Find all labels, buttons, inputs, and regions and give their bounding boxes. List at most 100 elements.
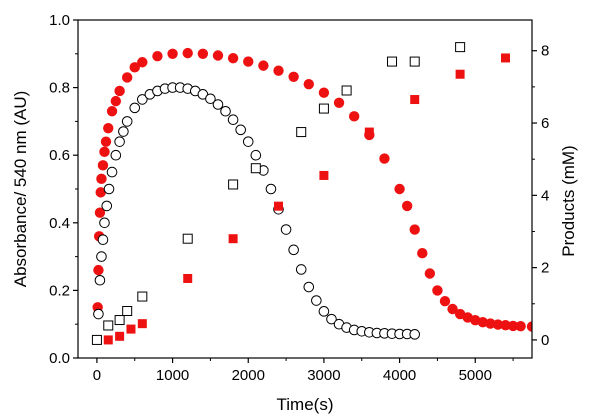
data-point xyxy=(265,183,277,195)
data-point xyxy=(94,274,106,286)
x-tick-label: 5000 xyxy=(459,367,492,384)
data-point xyxy=(364,127,374,137)
data-point xyxy=(288,71,299,82)
data-point xyxy=(182,233,193,244)
y-left-tick-label: 0.6 xyxy=(49,147,70,164)
data-point xyxy=(228,234,238,244)
data-point xyxy=(288,244,299,256)
data-point xyxy=(303,79,314,90)
axis-ticks: 0 1000 2000 3000 4000 5000 0.0 0.2 0.4 0.6 0.8 1.0 0… xyxy=(49,12,549,384)
data-point xyxy=(303,281,315,293)
data-point xyxy=(318,306,330,317)
data-point xyxy=(91,334,102,345)
data-point xyxy=(129,62,140,73)
data-point xyxy=(243,56,254,67)
data-point xyxy=(492,319,504,330)
data-point xyxy=(106,106,118,117)
data-point xyxy=(99,146,110,158)
x-tick-label: 3000 xyxy=(307,367,340,384)
data-point xyxy=(311,295,322,306)
data-point xyxy=(94,207,106,218)
data-point xyxy=(93,264,104,276)
data-point xyxy=(95,187,106,198)
data-point xyxy=(96,251,107,262)
data-point xyxy=(121,72,133,83)
data-point xyxy=(101,200,113,212)
y-left-axis-title: Absorbance/ 540 nm (AU) xyxy=(11,91,30,288)
x-tick-label: 2000 xyxy=(232,367,265,384)
data-point xyxy=(447,303,458,315)
data-point xyxy=(439,296,451,307)
data-point xyxy=(318,103,329,114)
x-tick-label: 0 xyxy=(93,367,101,384)
data-point xyxy=(319,170,329,180)
data-point xyxy=(227,114,239,126)
data-point xyxy=(387,56,398,67)
data-point xyxy=(114,315,125,326)
data-point xyxy=(409,329,421,340)
data-point xyxy=(137,94,148,105)
data-point xyxy=(137,57,148,68)
x-axis-title: Time(s) xyxy=(277,395,334,414)
data-point xyxy=(96,173,107,185)
data-point xyxy=(93,308,104,320)
data-point xyxy=(501,53,511,63)
data-point xyxy=(432,285,443,296)
series-1 xyxy=(93,82,421,340)
data-point xyxy=(250,163,261,174)
data-point xyxy=(500,320,511,331)
data-point xyxy=(379,153,390,164)
y-right-tick-label: 8 xyxy=(541,43,549,60)
data-point xyxy=(103,320,114,331)
data-point xyxy=(110,149,122,161)
data-point xyxy=(182,47,193,59)
data-point xyxy=(274,201,284,211)
data-point xyxy=(126,324,136,334)
data-point xyxy=(114,136,125,147)
data-point xyxy=(394,183,405,195)
data-point xyxy=(455,42,466,53)
data-point xyxy=(250,149,262,161)
data-point xyxy=(220,105,231,117)
data-point xyxy=(326,313,337,325)
data-point xyxy=(235,124,246,136)
data-point xyxy=(167,48,178,59)
y-left-tick-label: 0.0 xyxy=(49,350,70,367)
data-point xyxy=(97,160,109,171)
x-tick-label: 1000 xyxy=(156,367,189,384)
x-tick-label: 4000 xyxy=(383,367,416,384)
data-point xyxy=(122,306,133,317)
data-point xyxy=(129,102,141,114)
data-point xyxy=(273,65,284,76)
data-point xyxy=(103,335,113,345)
y-right-tick-label: 4 xyxy=(541,187,549,204)
data-point xyxy=(296,127,307,138)
data-point xyxy=(97,234,109,245)
data-point xyxy=(100,136,112,147)
y-left-tick-label: 0.8 xyxy=(49,80,70,97)
data-point xyxy=(197,48,209,59)
data-point xyxy=(110,95,122,107)
data-point xyxy=(409,224,420,235)
data-point xyxy=(333,97,345,109)
data-point xyxy=(212,99,224,110)
data-point xyxy=(280,224,292,235)
data-point xyxy=(118,126,129,137)
y-left-tick-label: 0.2 xyxy=(49,282,70,299)
data-point xyxy=(258,60,269,71)
y-right-axis-title: Products (mM) xyxy=(559,145,578,256)
data-point xyxy=(103,183,115,195)
data-point xyxy=(455,69,465,79)
data-point xyxy=(152,50,163,62)
plot-area xyxy=(91,42,532,345)
data-point xyxy=(515,321,526,332)
series-2 xyxy=(91,42,466,345)
data-point xyxy=(114,85,125,97)
data-point xyxy=(424,268,436,279)
data-point xyxy=(115,331,125,341)
series-3 xyxy=(103,53,511,345)
data-point xyxy=(183,273,193,283)
data-point xyxy=(295,264,307,275)
